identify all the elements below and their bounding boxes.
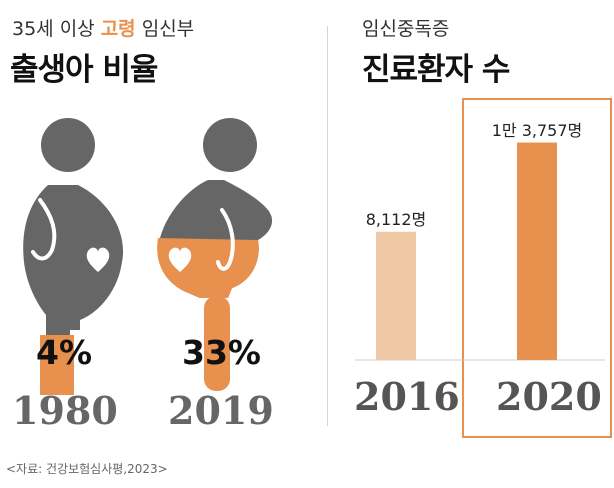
pct-label-2019: 33% — [182, 333, 261, 372]
pregnant-figure-2019 — [157, 118, 273, 391]
right-title: 진료환자 수 — [362, 52, 510, 88]
figure-1980-head — [41, 118, 95, 172]
left-title: 출생아 비율 — [10, 52, 158, 88]
year-label-2020: 2020 — [496, 374, 602, 419]
heart-icon — [168, 247, 192, 272]
bar-2020 — [517, 142, 557, 360]
left-subtitle-suffix: 임신부 — [135, 18, 195, 40]
figure-1980-arm-line — [31, 198, 57, 261]
panel-divider — [327, 26, 328, 426]
figure-2019-head — [203, 118, 257, 172]
figure-2019-arm-line — [216, 208, 235, 271]
figure-2019-leg — [204, 296, 230, 391]
figure-1980-fill — [40, 335, 74, 395]
pictogram-chart — [23, 118, 273, 395]
left-subtitle-highlight: 고령 — [100, 18, 136, 40]
year-label-1980: 1980 — [12, 388, 118, 433]
left-subtitle: 35세 이상 고령 임신부 — [12, 14, 194, 41]
figure-2019-belly-fill — [157, 238, 259, 298]
bar-2016 — [376, 231, 416, 360]
bar-chart — [355, 142, 605, 361]
year-label-2016: 2016 — [354, 374, 460, 419]
bar-value-label-2020: 1만 3,757명 — [491, 120, 583, 140]
source-note: <자료: 건강보험심사평,2023> — [6, 462, 168, 476]
bar-value-label-2016: 8,112명 — [365, 209, 427, 229]
right-subtitle: 임신중독증 — [362, 18, 450, 40]
heart-icon — [86, 247, 110, 272]
pct-label-1980: 4% — [36, 333, 93, 372]
year-label-2019: 2019 — [168, 388, 274, 433]
highlight-box-2020 — [462, 98, 612, 438]
figure-1980-body — [23, 185, 124, 330]
pregnant-figure-1980 — [23, 118, 124, 395]
left-subtitle-prefix: 35세 이상 — [12, 18, 101, 40]
